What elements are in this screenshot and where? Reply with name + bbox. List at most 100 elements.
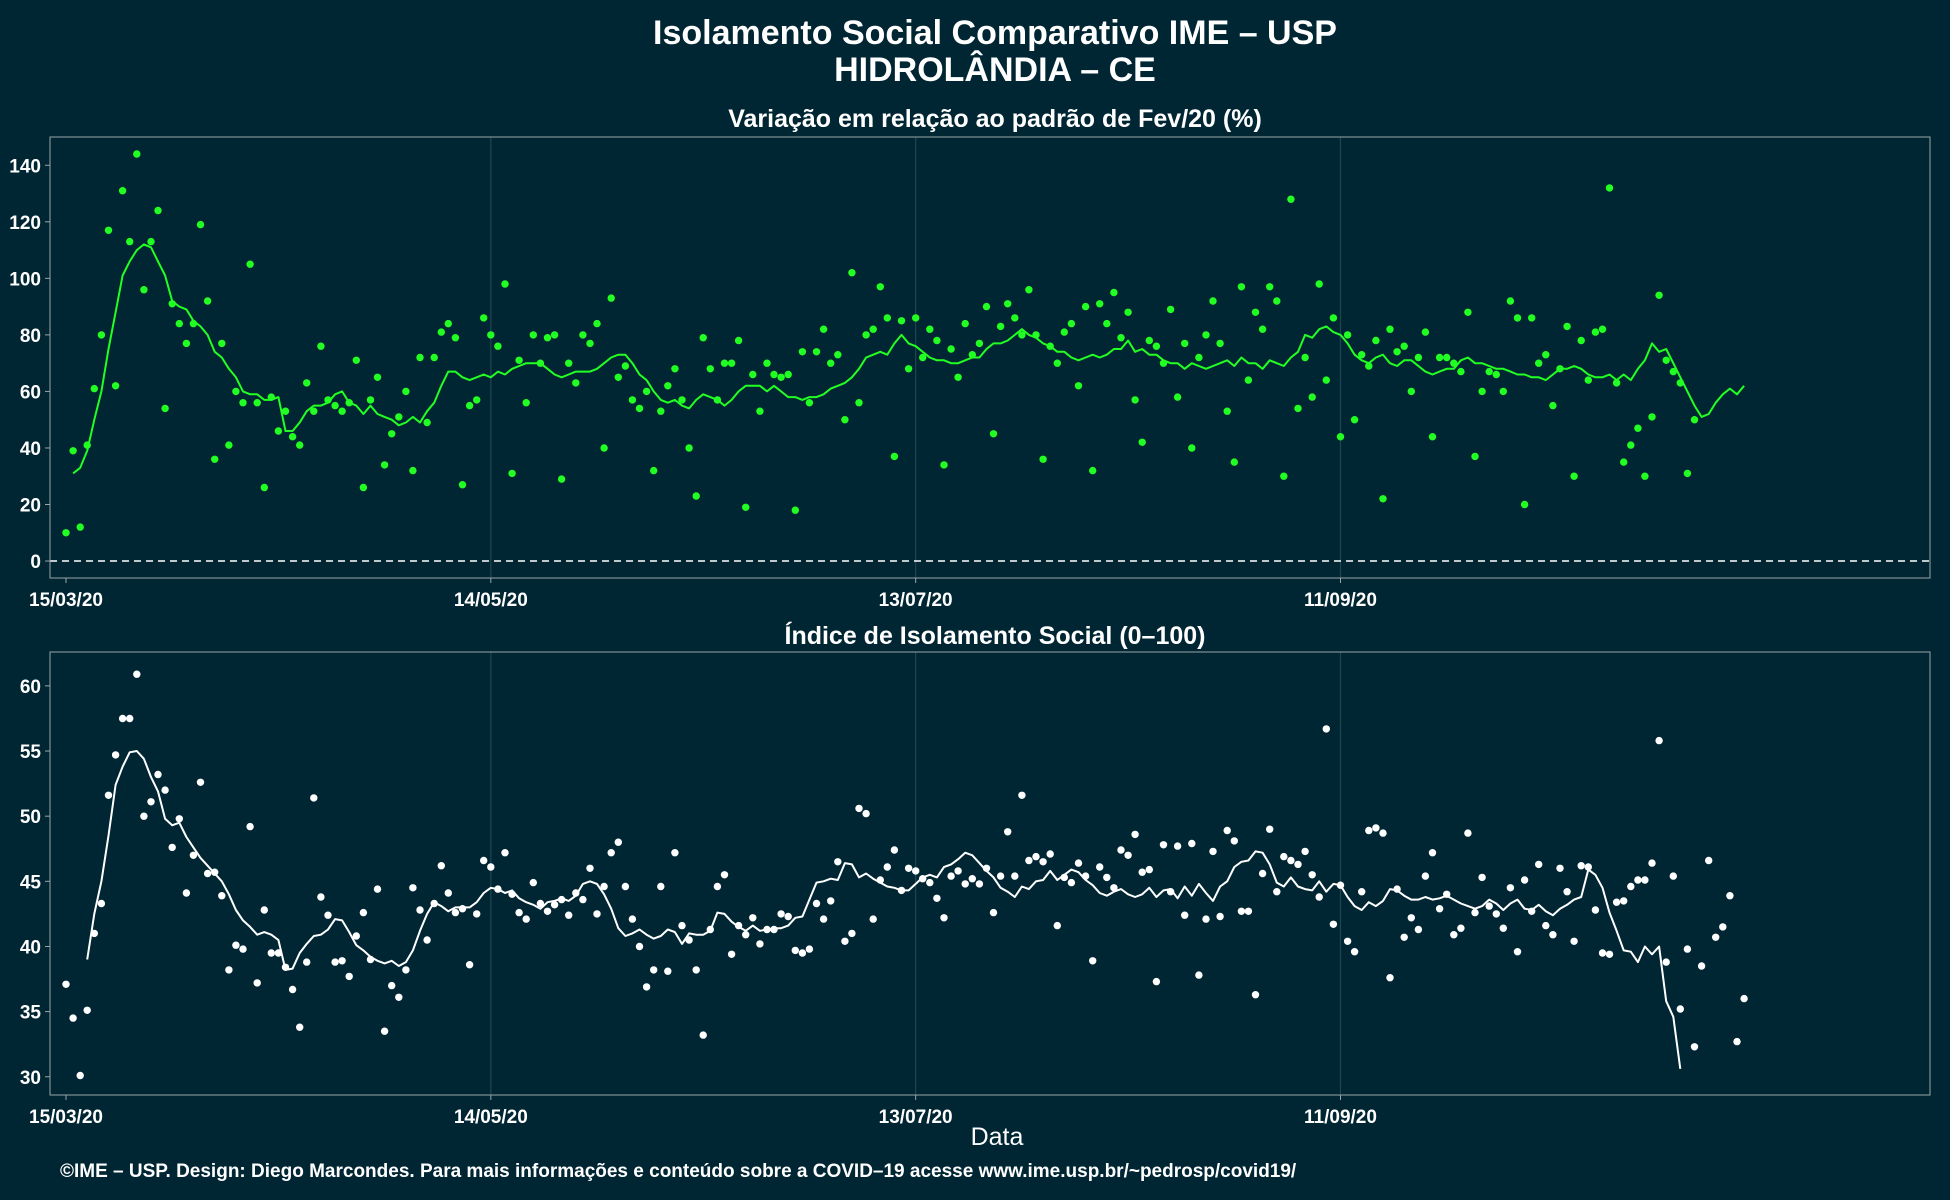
top-data-point bbox=[975, 339, 984, 348]
top-data-point bbox=[692, 492, 700, 500]
top-data-point bbox=[317, 342, 325, 350]
top-data-point bbox=[550, 331, 559, 339]
top-data-point bbox=[1478, 387, 1486, 396]
top-data-point bbox=[154, 206, 162, 215]
top-data-point bbox=[919, 353, 927, 362]
bottom-data-point bbox=[657, 882, 665, 891]
top-data-point bbox=[1485, 367, 1493, 376]
top-x-tick-label: 14/05/20 bbox=[454, 590, 528, 611]
top-data-point bbox=[1620, 458, 1628, 466]
bottom-data-point bbox=[1414, 925, 1423, 934]
top-data-point bbox=[593, 319, 601, 328]
bottom-data-point bbox=[841, 937, 849, 945]
top-data-point bbox=[1273, 297, 1281, 305]
bottom-data-point bbox=[742, 931, 750, 939]
bottom-data-point bbox=[83, 1006, 91, 1014]
top-data-point bbox=[926, 325, 934, 333]
top-data-point bbox=[373, 373, 382, 381]
bottom-data-point bbox=[352, 932, 360, 940]
top-data-point bbox=[777, 373, 785, 381]
top-data-point bbox=[1117, 334, 1125, 342]
top-data-point bbox=[586, 339, 594, 348]
bottom-data-point bbox=[1535, 860, 1543, 869]
top-data-point bbox=[416, 353, 424, 362]
bottom-data-point bbox=[1428, 849, 1437, 857]
top-data-point bbox=[118, 187, 127, 195]
top-data-point bbox=[664, 382, 672, 390]
bottom-data-point bbox=[784, 912, 792, 921]
bottom-data-point bbox=[1400, 933, 1408, 941]
bottom-x-tick-label: 15/03/20 bbox=[29, 1107, 103, 1128]
bottom-data-point bbox=[1103, 873, 1111, 882]
top-data-point bbox=[1343, 331, 1352, 339]
bottom-data-point bbox=[1421, 872, 1430, 880]
bottom-data-point bbox=[975, 880, 984, 888]
top-data-point bbox=[1216, 339, 1224, 348]
bottom-data-point bbox=[133, 670, 141, 678]
bottom-data-point bbox=[331, 958, 339, 966]
bottom-moving-average-line bbox=[86, 750, 1682, 1070]
bottom-data-point bbox=[713, 882, 722, 891]
top-data-point bbox=[657, 407, 665, 415]
top-data-point bbox=[1669, 367, 1678, 376]
bottom-data-point bbox=[579, 895, 587, 904]
bottom-data-point bbox=[1386, 974, 1394, 982]
top-data-point bbox=[1004, 300, 1012, 308]
bottom-data-point bbox=[1258, 869, 1267, 878]
top-data-point bbox=[1549, 401, 1557, 410]
bottom-data-point bbox=[940, 914, 948, 922]
bottom-data-point bbox=[380, 1027, 389, 1035]
bottom-data-point bbox=[671, 849, 679, 857]
footer-credit: ©IME – USP. Design: Diego Marcondes. Par… bbox=[60, 1161, 1297, 1182]
top-data-point bbox=[246, 260, 254, 268]
top-data-point bbox=[1287, 195, 1295, 203]
bottom-data-point bbox=[1697, 962, 1706, 970]
bottom-data-point bbox=[1004, 828, 1012, 836]
top-data-point bbox=[642, 387, 651, 396]
bottom-data-point bbox=[373, 885, 382, 893]
bottom-data-point bbox=[515, 908, 523, 917]
bottom-data-point bbox=[203, 869, 212, 878]
top-data-point bbox=[685, 444, 693, 452]
bottom-data-point bbox=[395, 993, 403, 1001]
bottom-data-point bbox=[664, 967, 672, 975]
top-data-point bbox=[1067, 319, 1076, 328]
top-data-point bbox=[1336, 433, 1345, 441]
bottom-data-point bbox=[1025, 856, 1033, 865]
top-data-point bbox=[982, 302, 991, 311]
bottom-data-point bbox=[1152, 977, 1161, 986]
bottom-data-point bbox=[1287, 856, 1295, 865]
top-data-point bbox=[352, 356, 360, 364]
bottom-data-point bbox=[189, 851, 198, 859]
top-data-point bbox=[1379, 495, 1387, 503]
top-data-point bbox=[1173, 393, 1182, 401]
bottom-data-point bbox=[1067, 878, 1076, 887]
top-data-point bbox=[1598, 325, 1607, 333]
top-data-point bbox=[1081, 302, 1090, 311]
bottom-y-tick-label: 45 bbox=[20, 872, 42, 893]
bottom-data-point bbox=[1705, 856, 1713, 865]
top-data-point bbox=[1230, 458, 1239, 466]
top-data-point bbox=[288, 433, 297, 441]
bottom-data-point bbox=[1485, 902, 1493, 910]
bottom-data-point bbox=[62, 980, 70, 988]
bottom-data-point bbox=[650, 966, 658, 974]
top-data-point bbox=[890, 452, 899, 461]
bottom-data-point bbox=[317, 893, 325, 901]
top-data-point bbox=[1428, 433, 1437, 441]
bottom-data-point bbox=[1230, 837, 1239, 845]
bottom-data-point bbox=[989, 908, 998, 917]
bottom-data-point bbox=[324, 911, 332, 919]
top-data-point bbox=[437, 328, 445, 336]
bottom-data-point bbox=[1124, 851, 1132, 859]
top-data-point bbox=[600, 444, 608, 452]
top-data-point bbox=[1301, 353, 1309, 362]
top-data-point bbox=[1060, 328, 1069, 336]
bottom-data-point bbox=[1195, 971, 1203, 979]
top-data-point bbox=[473, 396, 481, 404]
top-data-point bbox=[175, 319, 183, 328]
bottom-data-point bbox=[1244, 907, 1253, 915]
bottom-data-point bbox=[232, 941, 240, 949]
top-data-point bbox=[1110, 288, 1118, 297]
top-data-point bbox=[904, 365, 913, 373]
